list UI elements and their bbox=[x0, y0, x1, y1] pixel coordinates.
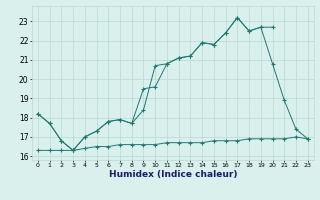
X-axis label: Humidex (Indice chaleur): Humidex (Indice chaleur) bbox=[108, 170, 237, 179]
